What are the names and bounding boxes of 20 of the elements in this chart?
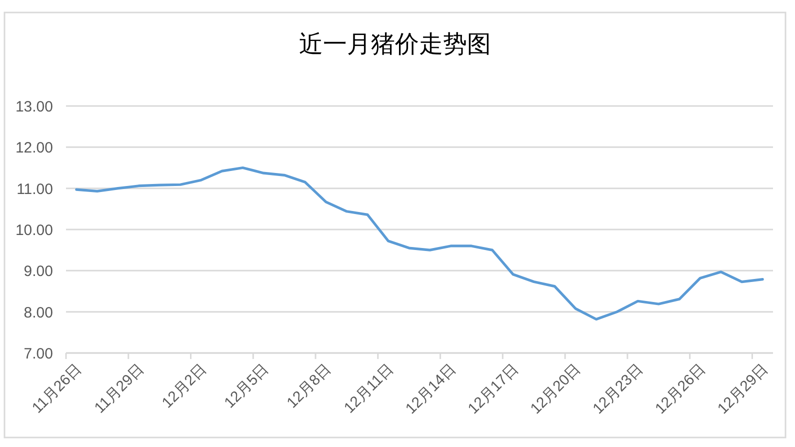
x-tick-label: 12月23日 bbox=[590, 360, 646, 418]
y-tick-label: 12.00 bbox=[15, 140, 53, 157]
y-tick-label: 11.00 bbox=[16, 180, 53, 198]
x-tick-label: 12月11日 bbox=[340, 360, 397, 417]
y-tick-label: 9.00 bbox=[24, 263, 53, 280]
x-tick-label: 12月8日 bbox=[284, 360, 335, 412]
y-tick-label: 10.00 bbox=[15, 222, 53, 239]
x-tick-label: 12月14日 bbox=[402, 360, 460, 418]
x-tick-label: 11月26日 bbox=[28, 360, 86, 417]
x-tick-label: 12月26日 bbox=[652, 360, 709, 418]
x-tick-label: 12月2日 bbox=[158, 360, 210, 412]
title: 近一月猪价走势图 bbox=[299, 32, 491, 58]
x-tick-label: 12月20日 bbox=[527, 360, 584, 418]
x-tick-label: 12月5日 bbox=[221, 360, 272, 412]
x-tick-label: 12月29日 bbox=[714, 360, 772, 418]
y-tick-label: 8.00 bbox=[24, 304, 53, 322]
y-tick-label: 13.00 bbox=[15, 98, 53, 116]
x-tick-label: 11月29日 bbox=[91, 360, 148, 417]
y-tick-label: 7.00 bbox=[24, 346, 53, 362]
x-tick-label: 12月17日 bbox=[464, 360, 522, 418]
